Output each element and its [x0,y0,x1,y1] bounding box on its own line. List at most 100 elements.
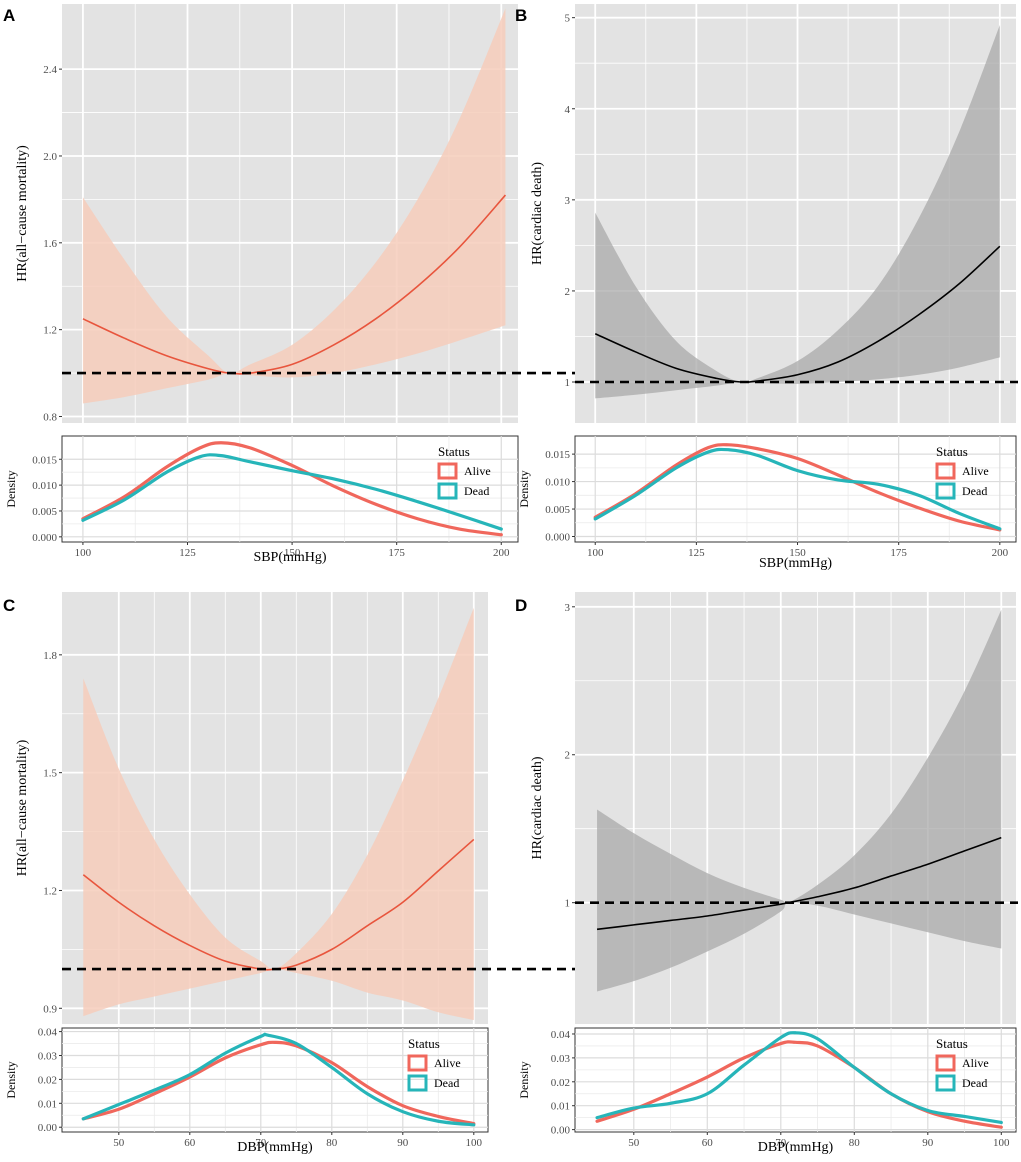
x-tick-label: 60 [184,1137,196,1149]
hr-plot: 0.8 1.2 1.6 2.0 2.4 HR(all−cause mortality) [15,4,1018,423]
legend-label-dead: Dead [962,484,987,498]
hr-y-tick-label: 1.2 [43,325,57,337]
x-tick-label: 100 [75,547,92,559]
density-curve-dead [595,1031,1003,1125]
hr-y-tick-label: 2 [565,286,571,298]
x-tick-label: 125 [688,547,705,559]
density-curve-dead [593,447,1002,531]
hr-y-tick-label: 3 [565,602,571,614]
x-axis-label: DBP(mmHg) [758,1140,834,1155]
x-tick-label: 200 [493,547,510,559]
x-tick-label: 200 [992,547,1009,559]
x-tick-label: 50 [113,1137,125,1149]
x-tick-label: 80 [849,1137,861,1149]
confidence-band [595,24,1000,399]
legend-key-alive [437,462,458,480]
hr-y-tick-label: 1 [565,898,571,910]
hr-y-axis-label: HR(all−cause mortality) [15,145,30,282]
hr-y-axis-label: HR(cardiac death) [530,756,545,859]
density-plot: 0.000 0.005 0.010 0.015 Density 100 125 150 175 2… [4,435,519,565]
x-axis-label: SBP(mmHg) [759,556,832,571]
legend: Status Alive Dead [407,1036,461,1092]
legend-title: Status [408,1036,440,1051]
hr-curve [594,245,1001,384]
density-y-tick-label: 0.015 [32,454,57,466]
legend-key-alive [935,1054,956,1072]
density-curve-dead [81,453,503,531]
density-y-tick-label: 0.000 [32,532,57,544]
density-y-tick-label: 0.00 [38,1122,58,1134]
x-tick-label: 60 [702,1137,714,1149]
density-plot: 0.000 0.005 0.010 0.015 Density 100 125 150 175 2… [517,435,1017,571]
x-tick-label: 80 [326,1137,338,1149]
legend-key-dead [935,1074,956,1092]
legend-key-alive [407,1054,428,1072]
legend-label-alive: Alive [464,464,491,478]
x-tick-label: 90 [397,1137,409,1149]
hr-y-tick-label: 4 [565,104,571,116]
x-tick-label: 50 [628,1137,640,1149]
confidence-band [83,607,474,1021]
density-y-axis-label: Density [517,1061,531,1098]
hr-y-axis-label: HR(cardiac death) [530,162,545,265]
density-curve-alive [81,1040,476,1126]
confidence-band [597,609,1002,992]
density-y-tick-label: 0.04 [551,1029,571,1041]
legend-title: Status [936,1036,968,1051]
density-y-tick-label: 0.03 [551,1053,571,1065]
legend: Status Alive Dead [935,444,989,500]
density-y-tick-label: 0.04 [38,1027,58,1039]
hr-y-tick-label: 1.2 [43,885,57,897]
legend-label-dead: Dead [962,1076,987,1090]
density-y-tick-label: 0.02 [551,1077,570,1089]
panel-label: C [3,596,15,615]
hr-curve [82,194,507,375]
x-tick-label: 90 [922,1137,934,1149]
x-tick-label: 175 [890,547,907,559]
density-plot: 0.00 0.01 0.02 0.03 0.04 Density 50 60 70 80 90 100… [517,1027,1017,1155]
hr-y-tick-label: 3 [565,195,571,207]
hr-plot: 1 2 3 HR(cardiac death) [530,592,1018,1024]
legend-key-alive [935,462,956,480]
density-y-tick-label: 0.01 [551,1101,570,1113]
density-y-tick-label: 0.01 [38,1098,57,1110]
x-tick-label: 100 [587,547,604,559]
legend-key-dead [407,1074,428,1092]
density-y-tick-label: 0.005 [32,506,57,518]
hr-y-tick-label: 1.5 [43,768,57,780]
hr-plot: 0.9 1.2 1.5 1.8 HR(all−cause mortality) [15,592,1018,1024]
legend-key-dead [935,482,956,500]
x-tick-label: 175 [388,547,405,559]
density-y-axis-label: Density [4,1061,18,1098]
confidence-band [82,8,506,404]
density-y-tick-label: 0.03 [38,1050,58,1062]
legend: Status Alive Dead [437,444,491,500]
panel-label: D [515,596,527,615]
x-tick-label: 150 [284,547,301,559]
legend-title: Status [438,444,470,459]
x-axis-label: DBP(mmHg) [237,1140,313,1155]
hr-y-tick-label: 5 [565,13,571,25]
panel-label: A [3,6,15,25]
hr-y-tick-label: 1 [565,377,571,389]
panel-label: B [515,6,527,25]
density-y-axis-label: Density [517,470,531,507]
hr-y-tick-label: 0.9 [43,1003,57,1015]
x-tick-label: 70 [255,1137,267,1149]
density-plot: 0.00 0.01 0.02 0.03 0.04 Density 50 60 70 80 90 100… [4,1027,489,1155]
density-y-tick-label: 0.005 [545,504,570,516]
hr-y-tick-label: 0.8 [43,411,57,423]
hr-y-tick-label: 1.8 [43,650,57,662]
density-curve-dead [81,1032,476,1127]
legend-label-alive: Alive [962,464,989,478]
hr-plot: 1 2 3 4 5 HR(cardiac death) [530,4,1018,423]
legend-label-alive: Alive [434,1056,461,1070]
density-y-tick-label: 0.00 [551,1125,571,1137]
hr-y-tick-label: 2.0 [43,151,57,163]
panel-C: C 0.9 1.2 1.5 1.8 HR(all−cause mortality) 0.00… [3,592,1018,1155]
x-tick-label: 100 [466,1137,483,1149]
density-curve-alive [81,441,503,537]
